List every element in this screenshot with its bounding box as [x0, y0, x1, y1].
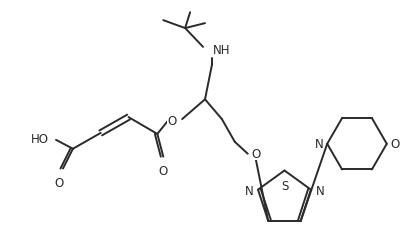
Text: N: N — [245, 184, 254, 197]
Text: N: N — [315, 138, 324, 151]
Text: O: O — [159, 164, 168, 177]
Text: N: N — [316, 184, 324, 197]
Text: O: O — [167, 114, 176, 127]
Text: S: S — [281, 180, 288, 193]
Text: O: O — [252, 148, 261, 161]
Text: HO: HO — [31, 133, 49, 146]
Text: O: O — [55, 177, 64, 190]
Text: NH: NH — [213, 44, 230, 57]
Text: O: O — [390, 138, 399, 151]
